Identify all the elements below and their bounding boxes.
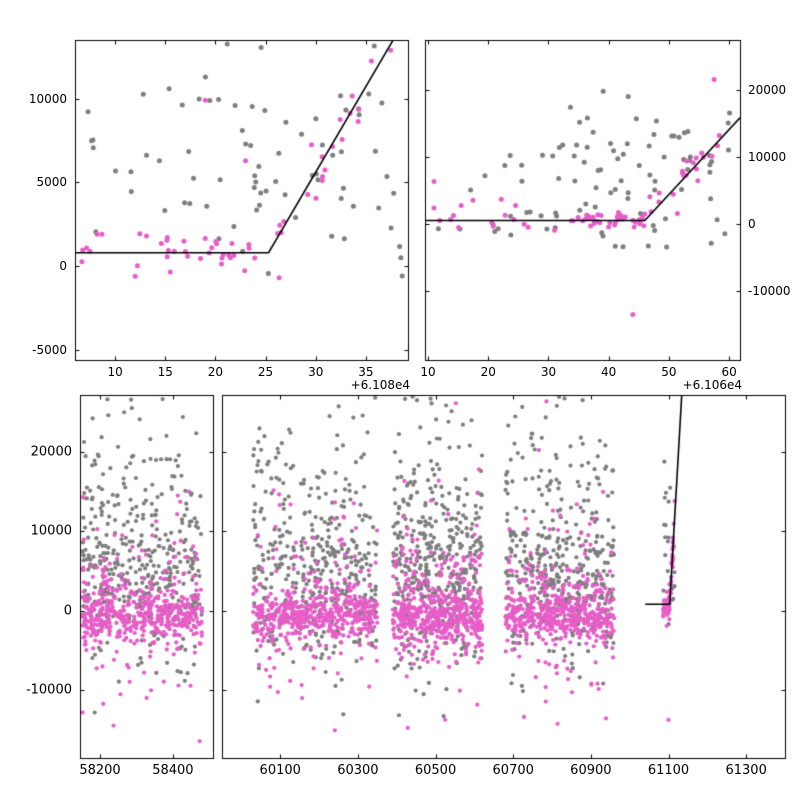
x-tick-label: 60500 bbox=[414, 763, 457, 778]
x-tick-label: 60300 bbox=[337, 763, 379, 778]
x-tick-label: 35 bbox=[358, 365, 374, 379]
x-axis-offset-label: +6.108e4 bbox=[350, 378, 410, 392]
x-tick-label: 58200 bbox=[79, 763, 121, 778]
x-tick-label: 60900 bbox=[570, 763, 612, 778]
y-tick-label: 5000 bbox=[36, 175, 67, 190]
x-tick-label: 20 bbox=[207, 365, 224, 379]
y-tick-label: 10000 bbox=[748, 149, 787, 164]
x-tick-label: 10 bbox=[107, 365, 123, 379]
x-tick-label: 30 bbox=[540, 365, 557, 379]
x-tick-label: 20 bbox=[480, 365, 496, 379]
x-tick-label: 50 bbox=[661, 365, 677, 379]
y-tick-label: -5000 bbox=[32, 342, 67, 357]
x-tick-label: 25 bbox=[257, 365, 274, 379]
y-tick-label: 0 bbox=[63, 603, 72, 619]
y-tick-label: 10000 bbox=[28, 91, 67, 106]
x-tick-label: 15 bbox=[157, 365, 173, 379]
x-axis-offset-label: +6.106e4 bbox=[682, 378, 742, 392]
x-tick-label: 30 bbox=[308, 365, 324, 379]
y-tick-label: -10000 bbox=[748, 283, 791, 298]
x-tick-label: 60100 bbox=[259, 763, 301, 778]
x-tick-label: 60700 bbox=[492, 763, 534, 778]
x-tick-label: 61100 bbox=[647, 763, 690, 778]
x-tick-label: 58400 bbox=[152, 763, 194, 778]
x-tick-label: 10 bbox=[420, 365, 436, 379]
y-tick-label: 20000 bbox=[30, 444, 72, 460]
y-tick-label: 0 bbox=[748, 216, 756, 231]
y-tick-label: 0 bbox=[59, 259, 67, 274]
y-tick-label: 10000 bbox=[30, 523, 72, 539]
y-tick-label: 20000 bbox=[748, 82, 787, 97]
x-tick-label: 60 bbox=[721, 365, 737, 379]
x-tick-label: 61300 bbox=[725, 763, 767, 778]
x-tick-label: 40 bbox=[601, 365, 617, 379]
y-tick-label: -10000 bbox=[25, 682, 72, 698]
